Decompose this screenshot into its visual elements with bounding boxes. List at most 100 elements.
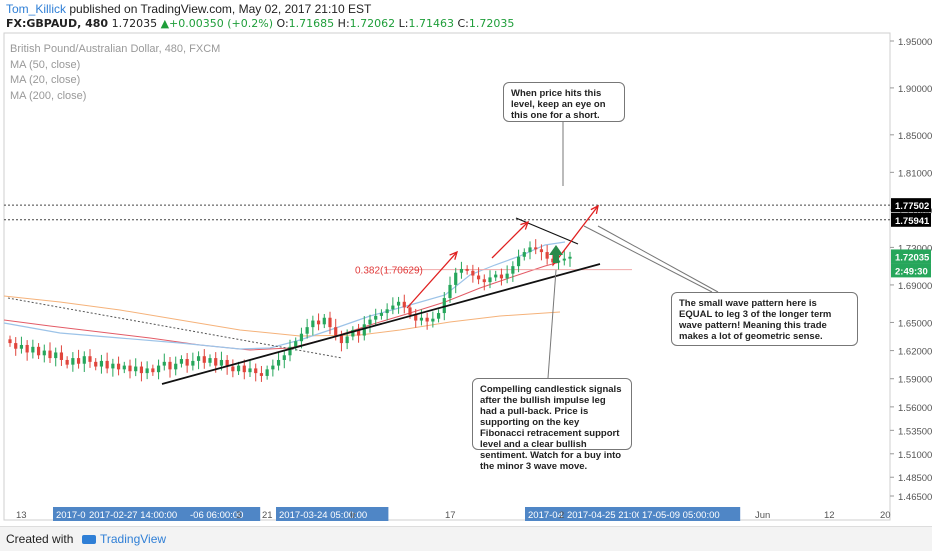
wave-arrow-2[interactable]: [491, 221, 529, 259]
candle-body[interactable]: [19, 344, 24, 349]
price-tag[interactable]: [891, 263, 931, 278]
candle-body[interactable]: [288, 346, 292, 356]
candle-body[interactable]: [88, 356, 92, 362]
candle-body[interactable]: [168, 361, 172, 370]
candle-body[interactable]: [442, 298, 446, 314]
candle-body[interactable]: [316, 320, 321, 325]
candle-body[interactable]: [185, 359, 189, 366]
candle-body[interactable]: [551, 258, 555, 263]
candle-body[interactable]: [59, 352, 64, 360]
candle-body[interactable]: [568, 256, 572, 259]
wave-arrow-3[interactable]: [552, 205, 599, 266]
candle-body[interactable]: [356, 329, 361, 336]
price-tag[interactable]: [891, 212, 931, 227]
candle-body[interactable]: [454, 272, 458, 285]
candle-body[interactable]: [179, 359, 184, 364]
candle-body[interactable]: [351, 329, 355, 337]
candle-body[interactable]: [202, 356, 206, 363]
wave-arrow-1[interactable]: [406, 251, 458, 309]
x-label-highlight[interactable]: [525, 507, 571, 521]
buy-signal-arrow-icon[interactable]: [549, 245, 563, 263]
candle-body[interactable]: [334, 327, 338, 336]
candle-body[interactable]: [339, 335, 344, 344]
candle-body[interactable]: [528, 247, 532, 253]
x-label-highlight[interactable]: [639, 507, 741, 521]
candle-body[interactable]: [402, 301, 406, 308]
candle-body[interactable]: [419, 317, 424, 321]
candle-body[interactable]: [328, 317, 332, 328]
candle-body[interactable]: [139, 366, 144, 374]
candle-body[interactable]: [54, 352, 58, 359]
descending-trendline[interactable]: [7, 297, 343, 359]
candle-body[interactable]: [31, 346, 35, 353]
candle-body[interactable]: [271, 365, 275, 370]
candle-body[interactable]: [214, 358, 218, 366]
candle-body[interactable]: [8, 339, 12, 344]
candle-body[interactable]: [276, 359, 281, 366]
candle-body[interactable]: [94, 361, 98, 367]
candle-body[interactable]: [42, 350, 46, 356]
candle-body[interactable]: [374, 315, 378, 320]
candle-body[interactable]: [191, 360, 195, 366]
candle-body[interactable]: [431, 318, 435, 322]
candle-body[interactable]: [385, 309, 389, 314]
candle-body[interactable]: [145, 368, 149, 374]
candle-body[interactable]: [522, 252, 526, 257]
candle-body[interactable]: [408, 307, 412, 315]
candle-body[interactable]: [345, 336, 349, 344]
candle-body[interactable]: [482, 279, 486, 283]
candle-body[interactable]: [254, 368, 258, 374]
candle-body[interactable]: [391, 305, 395, 310]
candle-body[interactable]: [162, 361, 166, 366]
candle-body[interactable]: [111, 363, 115, 369]
candle-body[interactable]: [511, 266, 515, 274]
candle-body[interactable]: [122, 365, 126, 370]
candle-body[interactable]: [499, 274, 504, 279]
candle-body[interactable]: [379, 313, 384, 316]
candle-body[interactable]: [396, 301, 401, 306]
price-tag[interactable]: [891, 198, 931, 213]
candle-body[interactable]: [465, 268, 469, 271]
x-label-highlight[interactable]: [187, 507, 261, 521]
x-label-highlight[interactable]: [276, 507, 389, 521]
price-tag[interactable]: [891, 249, 931, 264]
candle-body[interactable]: [476, 275, 481, 280]
candle-body[interactable]: [151, 368, 155, 373]
candle-body[interactable]: [105, 360, 109, 369]
candle-body[interactable]: [545, 252, 549, 259]
candle-body[interactable]: [368, 319, 372, 325]
candle-body[interactable]: [219, 359, 224, 366]
candle-body[interactable]: [299, 333, 304, 342]
candle-body[interactable]: [448, 284, 452, 299]
candle-body[interactable]: [294, 341, 298, 347]
candle-body[interactable]: [534, 247, 538, 250]
callout-right[interactable]: The small wave pattern here is EQUAL to …: [671, 292, 858, 346]
support-trendline[interactable]: [161, 263, 601, 385]
x-label-highlight[interactable]: [86, 507, 199, 521]
candle-body[interactable]: [231, 366, 235, 372]
legend-ma50[interactable]: MA (50, close): [10, 58, 81, 71]
candle-body[interactable]: [414, 314, 418, 321]
candle-body[interactable]: [248, 368, 252, 373]
callout-top[interactable]: When price hits this level, keep an eye …: [503, 82, 625, 122]
price-chart[interactable]: 1.950001.900001.850001.810001.770001.730…: [0, 0, 932, 526]
candle-body[interactable]: [14, 343, 18, 349]
candle-body[interactable]: [82, 356, 86, 364]
author-link[interactable]: Tom_Killick: [6, 2, 67, 16]
candle-body[interactable]: [174, 363, 178, 370]
candle-body[interactable]: [208, 358, 212, 363]
candle-body[interactable]: [562, 258, 566, 261]
candle-body[interactable]: [196, 356, 201, 361]
candle-body[interactable]: [99, 360, 104, 367]
candle-body[interactable]: [242, 365, 246, 373]
candle-body[interactable]: [259, 373, 264, 376]
callout-bottom[interactable]: Compelling candlestick signals after the…: [472, 378, 632, 472]
candle-body[interactable]: [65, 359, 69, 365]
candle-body[interactable]: [471, 270, 475, 276]
candle-body[interactable]: [265, 369, 269, 376]
candle-body[interactable]: [436, 313, 441, 319]
legend-ma200[interactable]: MA (200, close): [10, 89, 87, 102]
candle-body[interactable]: [282, 355, 286, 360]
candle-body[interactable]: [25, 344, 29, 353]
candle-body[interactable]: [48, 350, 52, 359]
